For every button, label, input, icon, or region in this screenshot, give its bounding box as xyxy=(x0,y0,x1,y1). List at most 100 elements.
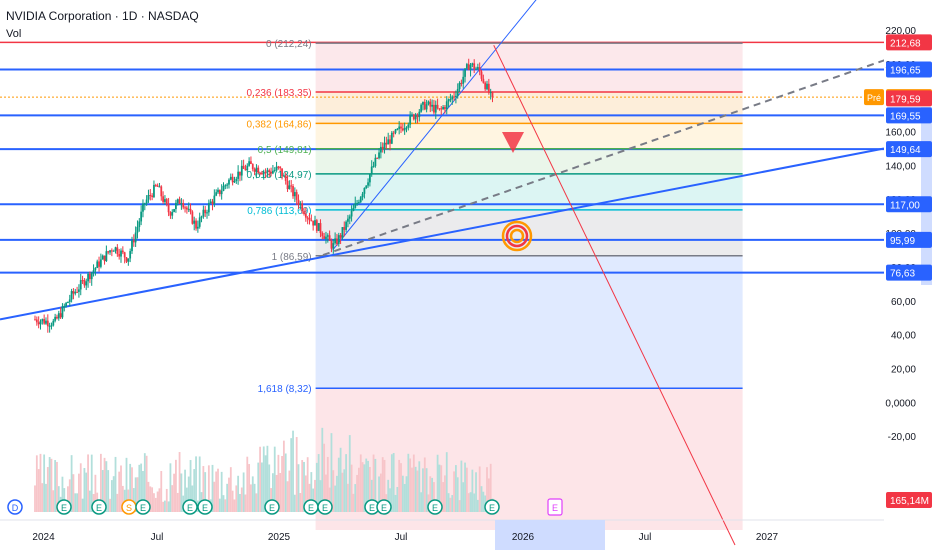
candle[interactable] xyxy=(229,176,232,180)
candle[interactable] xyxy=(268,170,271,172)
candle[interactable] xyxy=(50,325,53,327)
candle[interactable] xyxy=(286,180,289,190)
candle[interactable] xyxy=(52,320,55,326)
earnings-marker[interactable] xyxy=(197,499,213,515)
candle[interactable] xyxy=(189,208,192,212)
candle[interactable] xyxy=(292,186,294,197)
candle[interactable] xyxy=(173,209,175,212)
candle[interactable] xyxy=(176,199,179,203)
candle[interactable] xyxy=(279,166,282,169)
candle[interactable] xyxy=(213,195,216,205)
earnings-marker[interactable] xyxy=(427,499,443,515)
candle[interactable] xyxy=(57,313,60,319)
candle[interactable] xyxy=(270,171,272,174)
candle[interactable] xyxy=(215,192,218,196)
candle[interactable] xyxy=(460,82,463,84)
candle[interactable] xyxy=(336,238,338,244)
candle[interactable] xyxy=(89,273,91,280)
candle[interactable] xyxy=(240,165,243,176)
candle[interactable] xyxy=(41,319,44,322)
candle[interactable] xyxy=(103,255,106,262)
candle[interactable] xyxy=(244,168,247,171)
candle[interactable] xyxy=(301,203,304,212)
candle[interactable] xyxy=(365,185,368,188)
earnings-marker[interactable] xyxy=(182,499,198,515)
candle[interactable] xyxy=(275,166,278,170)
candle[interactable] xyxy=(200,216,203,218)
candle[interactable] xyxy=(250,161,252,165)
candle[interactable] xyxy=(180,203,183,205)
candle[interactable] xyxy=(85,281,88,286)
candle[interactable] xyxy=(473,63,476,70)
candle[interactable] xyxy=(63,306,66,308)
candle[interactable] xyxy=(195,220,197,229)
candle[interactable] xyxy=(381,146,384,149)
candle[interactable] xyxy=(185,207,188,210)
candle[interactable] xyxy=(429,101,432,107)
candle[interactable] xyxy=(341,227,344,238)
candle[interactable] xyxy=(164,199,166,202)
candle[interactable] xyxy=(379,146,382,153)
candle[interactable] xyxy=(65,302,68,307)
candle[interactable] xyxy=(78,289,80,292)
candle[interactable] xyxy=(239,171,241,176)
candle[interactable] xyxy=(169,212,172,216)
candle[interactable] xyxy=(35,319,38,323)
candle[interactable] xyxy=(196,226,199,229)
candle[interactable] xyxy=(253,169,256,172)
symbol-title[interactable]: NVIDIA Corporation · 1D · NASDAQ xyxy=(6,9,199,23)
candle[interactable] xyxy=(237,171,240,179)
candle[interactable] xyxy=(145,199,148,204)
candle[interactable] xyxy=(308,217,311,221)
candle[interactable] xyxy=(487,83,490,93)
price-label-box[interactable] xyxy=(886,90,932,107)
candle[interactable] xyxy=(45,320,47,324)
candle[interactable] xyxy=(248,161,251,166)
candle[interactable] xyxy=(178,199,181,205)
candle[interactable] xyxy=(368,174,371,183)
candle[interactable] xyxy=(184,207,186,209)
candle[interactable] xyxy=(153,184,155,198)
candle[interactable] xyxy=(374,157,377,167)
candle[interactable] xyxy=(46,320,49,327)
candle[interactable] xyxy=(123,252,126,258)
earnings-marker[interactable] xyxy=(7,499,23,515)
candle[interactable] xyxy=(98,261,100,267)
candle[interactable] xyxy=(202,209,205,217)
candle[interactable] xyxy=(116,247,119,255)
candle[interactable] xyxy=(34,319,36,321)
steep-trendline[interactable] xyxy=(332,0,540,251)
candle[interactable] xyxy=(290,185,293,187)
candle[interactable] xyxy=(434,104,437,113)
candle[interactable] xyxy=(43,319,46,324)
candle[interactable] xyxy=(475,68,477,70)
candle[interactable] xyxy=(118,254,121,257)
earnings-marker[interactable] xyxy=(264,499,280,515)
candle[interactable] xyxy=(160,186,163,197)
earnings-marker[interactable] xyxy=(135,499,151,515)
candle[interactable] xyxy=(140,211,143,222)
candle[interactable] xyxy=(96,261,99,268)
candle[interactable] xyxy=(90,272,93,280)
candle[interactable] xyxy=(325,236,327,239)
candle[interactable] xyxy=(312,220,315,226)
candle[interactable] xyxy=(387,139,390,145)
candle[interactable] xyxy=(315,220,318,231)
candle[interactable] xyxy=(110,250,113,252)
candle[interactable] xyxy=(467,64,470,71)
candle[interactable] xyxy=(367,182,369,186)
candle[interactable] xyxy=(370,166,373,175)
candle[interactable] xyxy=(87,273,89,282)
candle[interactable] xyxy=(418,111,421,118)
candle[interactable] xyxy=(456,88,459,96)
candle[interactable] xyxy=(235,178,238,182)
candle[interactable] xyxy=(398,126,401,129)
candle[interactable] xyxy=(105,251,108,262)
earnings-marker[interactable] xyxy=(317,499,333,515)
candle[interactable] xyxy=(59,313,62,318)
candle[interactable] xyxy=(204,209,207,214)
candle[interactable] xyxy=(330,240,333,249)
candle[interactable] xyxy=(262,171,265,175)
candle[interactable] xyxy=(72,291,75,294)
candle[interactable] xyxy=(207,203,210,213)
